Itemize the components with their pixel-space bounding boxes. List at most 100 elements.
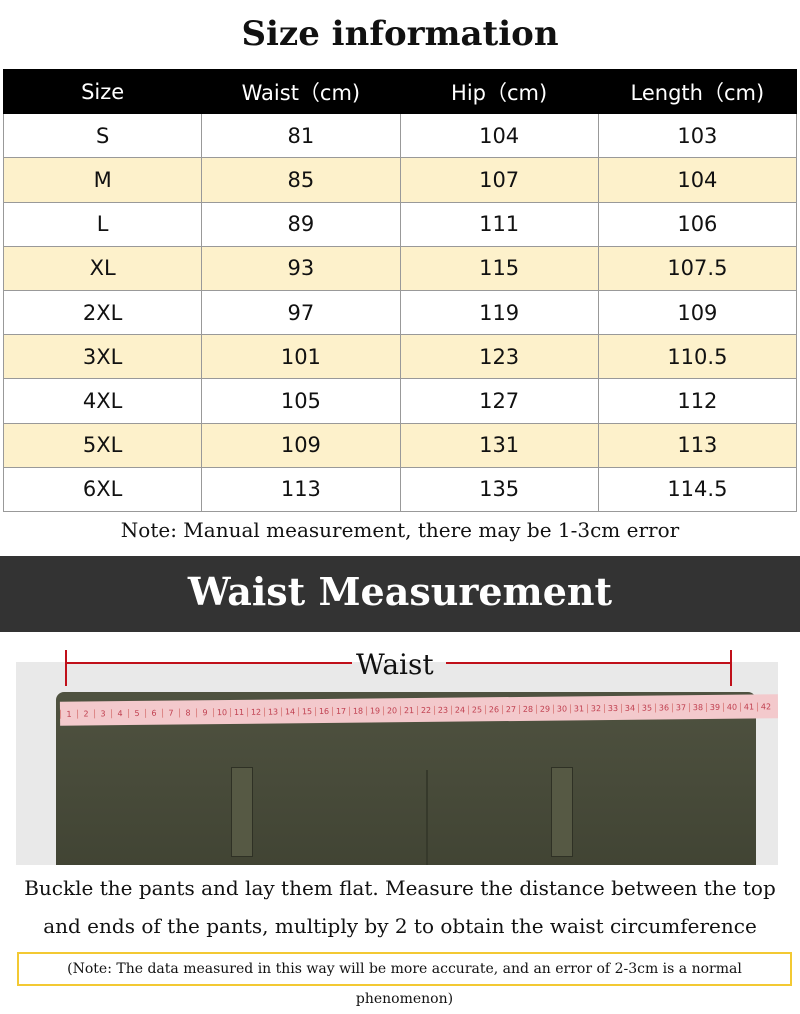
tape-mark: 29 [535, 704, 554, 714]
tape-mark: 32 [586, 703, 605, 713]
cell-hip: 107 [399, 157, 599, 203]
cell-waist: 93 [201, 245, 401, 291]
table-row: 6XL 113 135 114.5 [2, 466, 798, 512]
belt-loop [231, 767, 253, 857]
tape-mark: 39 [705, 702, 724, 712]
cell-size: XL [2, 245, 203, 291]
header-waist: Waist（cm) [201, 68, 401, 115]
cell-hip: 119 [399, 289, 599, 336]
header-hip: Hip（cm) [399, 68, 599, 115]
cell-length: 110.5 [597, 334, 798, 380]
cell-size: 3XL [2, 334, 203, 380]
table-row: 5XL 109 131 113 [2, 422, 798, 468]
size-table: Size Waist（cm) Hip（cm) Length（cm) S 81 104… [2, 68, 798, 512]
tape-mark: 41 [739, 701, 758, 712]
waist-line-right [446, 662, 731, 664]
tape-mark: 5 [127, 708, 146, 718]
cell-waist: 85 [201, 157, 401, 203]
cell-hip: 115 [399, 245, 599, 291]
tape-mark: 16 [314, 706, 333, 716]
cell-hip: 111 [399, 201, 599, 247]
tape-mark: 3 [93, 708, 112, 718]
cell-waist: 89 [201, 201, 401, 247]
cell-length: 109 [597, 289, 798, 336]
tape-mark: 30 [552, 703, 571, 714]
cell-length: 103 [597, 113, 798, 159]
tape-mark: 14 [280, 706, 299, 716]
tape-mark: 26 [484, 704, 503, 714]
accuracy-note: (Note: The data measured in this way wil… [17, 952, 792, 1007]
cell-hip: 131 [399, 422, 599, 468]
cell-size: S [2, 113, 203, 159]
tape-mark: 2 [76, 708, 95, 719]
tape-mark: 31 [569, 703, 588, 713]
cell-size: 5XL [2, 422, 203, 468]
cell-hip: 104 [399, 113, 599, 159]
table-row: L 89 111 106 [2, 201, 798, 247]
cell-hip: 135 [399, 466, 599, 512]
tape-mark: 36 [654, 702, 673, 713]
tape-mark: 18 [348, 706, 367, 716]
tape-mark: 6 [144, 708, 163, 718]
tape-mark: 40 [722, 702, 741, 712]
cell-waist: 97 [201, 289, 401, 336]
tape-mark: 10 [212, 707, 231, 717]
instruction-line-2: and ends of the pants, multiply by 2 to … [43, 914, 757, 938]
header-size: Size [2, 68, 203, 115]
tape-mark: 35 [637, 703, 656, 713]
section-banner: Waist Measurement [0, 556, 800, 632]
table-row: 2XL 97 119 109 [2, 289, 798, 336]
tape-mark: 27 [501, 704, 520, 714]
cell-waist: 81 [201, 113, 401, 159]
tape-mark: 21 [399, 705, 418, 715]
cell-hip: 127 [399, 378, 599, 424]
tape-mark: 7 [161, 708, 180, 718]
header-length: Length（cm) [597, 68, 798, 115]
tape-mark: 33 [603, 703, 622, 713]
table-row: S 81 104 103 [2, 113, 798, 159]
tape-mark: 25 [467, 704, 486, 714]
cell-length: 106 [597, 201, 798, 247]
cell-size: 4XL [2, 378, 203, 424]
waist-marker-right [730, 650, 732, 686]
belt-loop [551, 767, 573, 857]
table-header-row: Size Waist（cm) Hip（cm) Length（cm) [2, 68, 798, 115]
cell-waist: 109 [201, 422, 401, 468]
waist-marker-left [65, 650, 67, 686]
tape-mark: 37 [671, 702, 690, 712]
cell-size: 2XL [2, 289, 203, 336]
tape-mark: 34 [620, 703, 639, 713]
tape-mark: 38 [688, 702, 707, 712]
instruction-line-1: Buckle the pants and lay them flat. Meas… [24, 876, 776, 900]
measurement-note: Note: Manual measurement, there may be 1… [120, 518, 680, 542]
waist-line-left [66, 662, 352, 664]
cell-size: L [2, 201, 203, 247]
table-row: M 85 107 104 [2, 157, 798, 203]
tape-mark: 42 [756, 701, 775, 711]
tape-mark: 9 [195, 707, 214, 717]
tape-mark: 24 [450, 704, 469, 715]
cell-length: 104 [597, 157, 798, 203]
cell-length: 113 [597, 422, 798, 468]
tape-mark: 8 [178, 707, 197, 718]
table-row: 4XL 105 127 112 [2, 378, 798, 424]
cell-length: 112 [597, 378, 798, 424]
cell-length: 114.5 [597, 466, 798, 512]
cell-size: M [2, 157, 203, 203]
page-title: Size information [241, 14, 559, 54]
tape-mark: 23 [433, 705, 452, 715]
tape-mark: 13 [263, 706, 282, 717]
tape-mark: 17 [331, 706, 350, 716]
cell-waist: 101 [201, 334, 401, 380]
pants-photo: 1 2 3 4 5 6 7 8 9 10 11 12 13 14 15 16 17 18 19 20 21 22 23 24 2… [16, 662, 778, 865]
tape-mark: 20 [382, 705, 401, 715]
table-row: XL 93 115 107.5 [2, 245, 798, 291]
tape-mark: 22 [416, 705, 435, 715]
center-seam [426, 770, 428, 865]
tape-mark: 28 [518, 704, 537, 714]
tape-mark: 19 [365, 705, 384, 716]
cell-hip: 123 [399, 334, 599, 380]
tape-mark: 4 [110, 708, 129, 718]
tape-mark: 12 [246, 707, 265, 717]
tape-mark: 15 [297, 706, 316, 716]
